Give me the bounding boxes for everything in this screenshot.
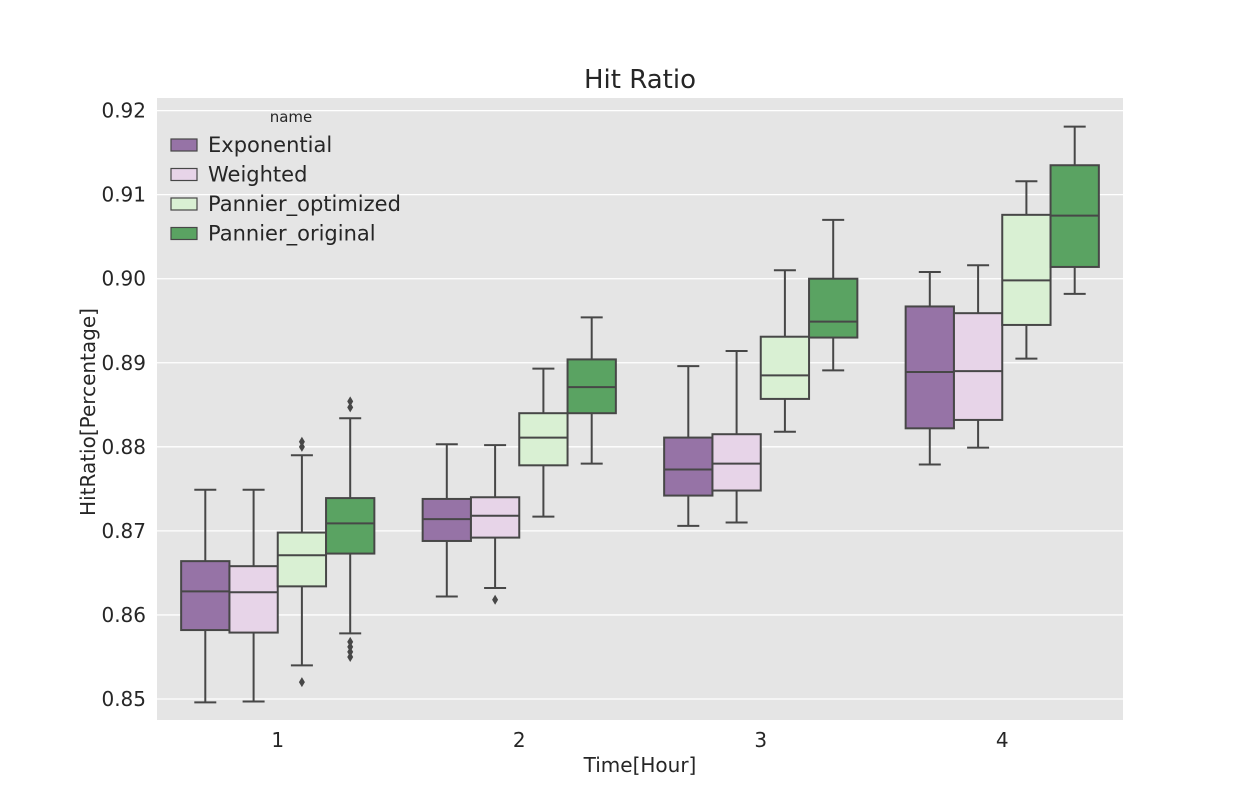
x-tick-label: 1 — [271, 728, 284, 752]
outlier-marker — [347, 646, 354, 657]
box — [904, 305, 955, 430]
outlier-marker — [298, 677, 305, 688]
legend-label: Pannier_optimized — [208, 192, 401, 217]
box-weighted-1 — [228, 488, 279, 703]
box — [808, 277, 859, 339]
y-axis-ticks: 0.85 0.86 0.87 0.88 0.89 0.90 0.91 0.92 — [101, 99, 146, 711]
box — [663, 436, 714, 497]
box — [276, 531, 328, 588]
legend-swatch — [170, 197, 198, 211]
box-pannier-original-3 — [808, 218, 859, 372]
outlier-marker — [347, 641, 354, 652]
box — [180, 560, 231, 632]
box-exponential-2 — [421, 443, 472, 598]
outlier-marker — [347, 636, 354, 647]
y-tick-label: 0.88 — [101, 435, 146, 459]
outlier-marker — [298, 436, 305, 447]
box-pannier-optimized-4 — [1001, 180, 1052, 360]
x-tick-label: 4 — [996, 728, 1009, 752]
box-exponential-1 — [180, 488, 231, 704]
box-exponential-3 — [663, 365, 714, 527]
y-tick-label: 0.85 — [101, 687, 146, 711]
legend: name Exponential Weighted Pannier_optimize… — [170, 108, 401, 247]
box — [1001, 213, 1052, 326]
y-tick-label: 0.92 — [101, 99, 146, 123]
y-tick-label: 0.90 — [101, 267, 146, 291]
box — [469, 496, 521, 539]
box-pannier-optimized-2 — [518, 367, 569, 518]
box — [711, 433, 762, 492]
outlier-marker — [347, 402, 354, 413]
box-weighted-4 — [952, 264, 1004, 449]
chart-title: Hit Ratio — [584, 65, 696, 95]
box-pannier-original-2 — [566, 316, 617, 465]
box-weighted-3 — [711, 350, 762, 524]
y-tick-label: 0.91 — [101, 183, 146, 207]
outlier-marker — [347, 396, 354, 407]
box — [952, 312, 1004, 421]
y-tick-label: 0.87 — [101, 519, 146, 543]
box — [759, 335, 811, 400]
box — [228, 565, 279, 634]
y-tick-label: 0.86 — [101, 603, 146, 627]
gridlines — [157, 109, 1123, 700]
y-axis-label: HitRatio[Percentage] — [76, 308, 100, 516]
box — [325, 497, 376, 555]
legend-title: name — [270, 108, 313, 126]
legend-swatch — [170, 226, 198, 241]
y-tick-label: 0.89 — [101, 351, 146, 375]
box-pannier-optimized-1 — [276, 436, 328, 688]
x-tick-label: 2 — [513, 728, 526, 752]
legend-label: Weighted — [208, 163, 307, 187]
x-tick-label: 3 — [754, 728, 767, 752]
box-pannier-original-1 — [325, 396, 376, 662]
outlier-marker — [298, 441, 305, 452]
box-weighted-2 — [469, 444, 521, 605]
x-axis-label: Time[Hour] — [583, 753, 697, 777]
box-pannier-optimized-3 — [759, 269, 811, 433]
outlier-marker — [347, 651, 354, 662]
box — [518, 412, 569, 467]
legend-swatch — [170, 167, 198, 182]
outlier-marker — [492, 594, 499, 605]
legend-swatch — [170, 138, 198, 152]
box-groups — [180, 125, 1100, 704]
legend-label: Exponential — [208, 133, 332, 157]
legend-label: Pannier_original — [208, 222, 376, 247]
x-axis-ticks: 1 2 3 4 — [271, 728, 1008, 752]
box-pannier-original-4 — [1049, 125, 1100, 295]
